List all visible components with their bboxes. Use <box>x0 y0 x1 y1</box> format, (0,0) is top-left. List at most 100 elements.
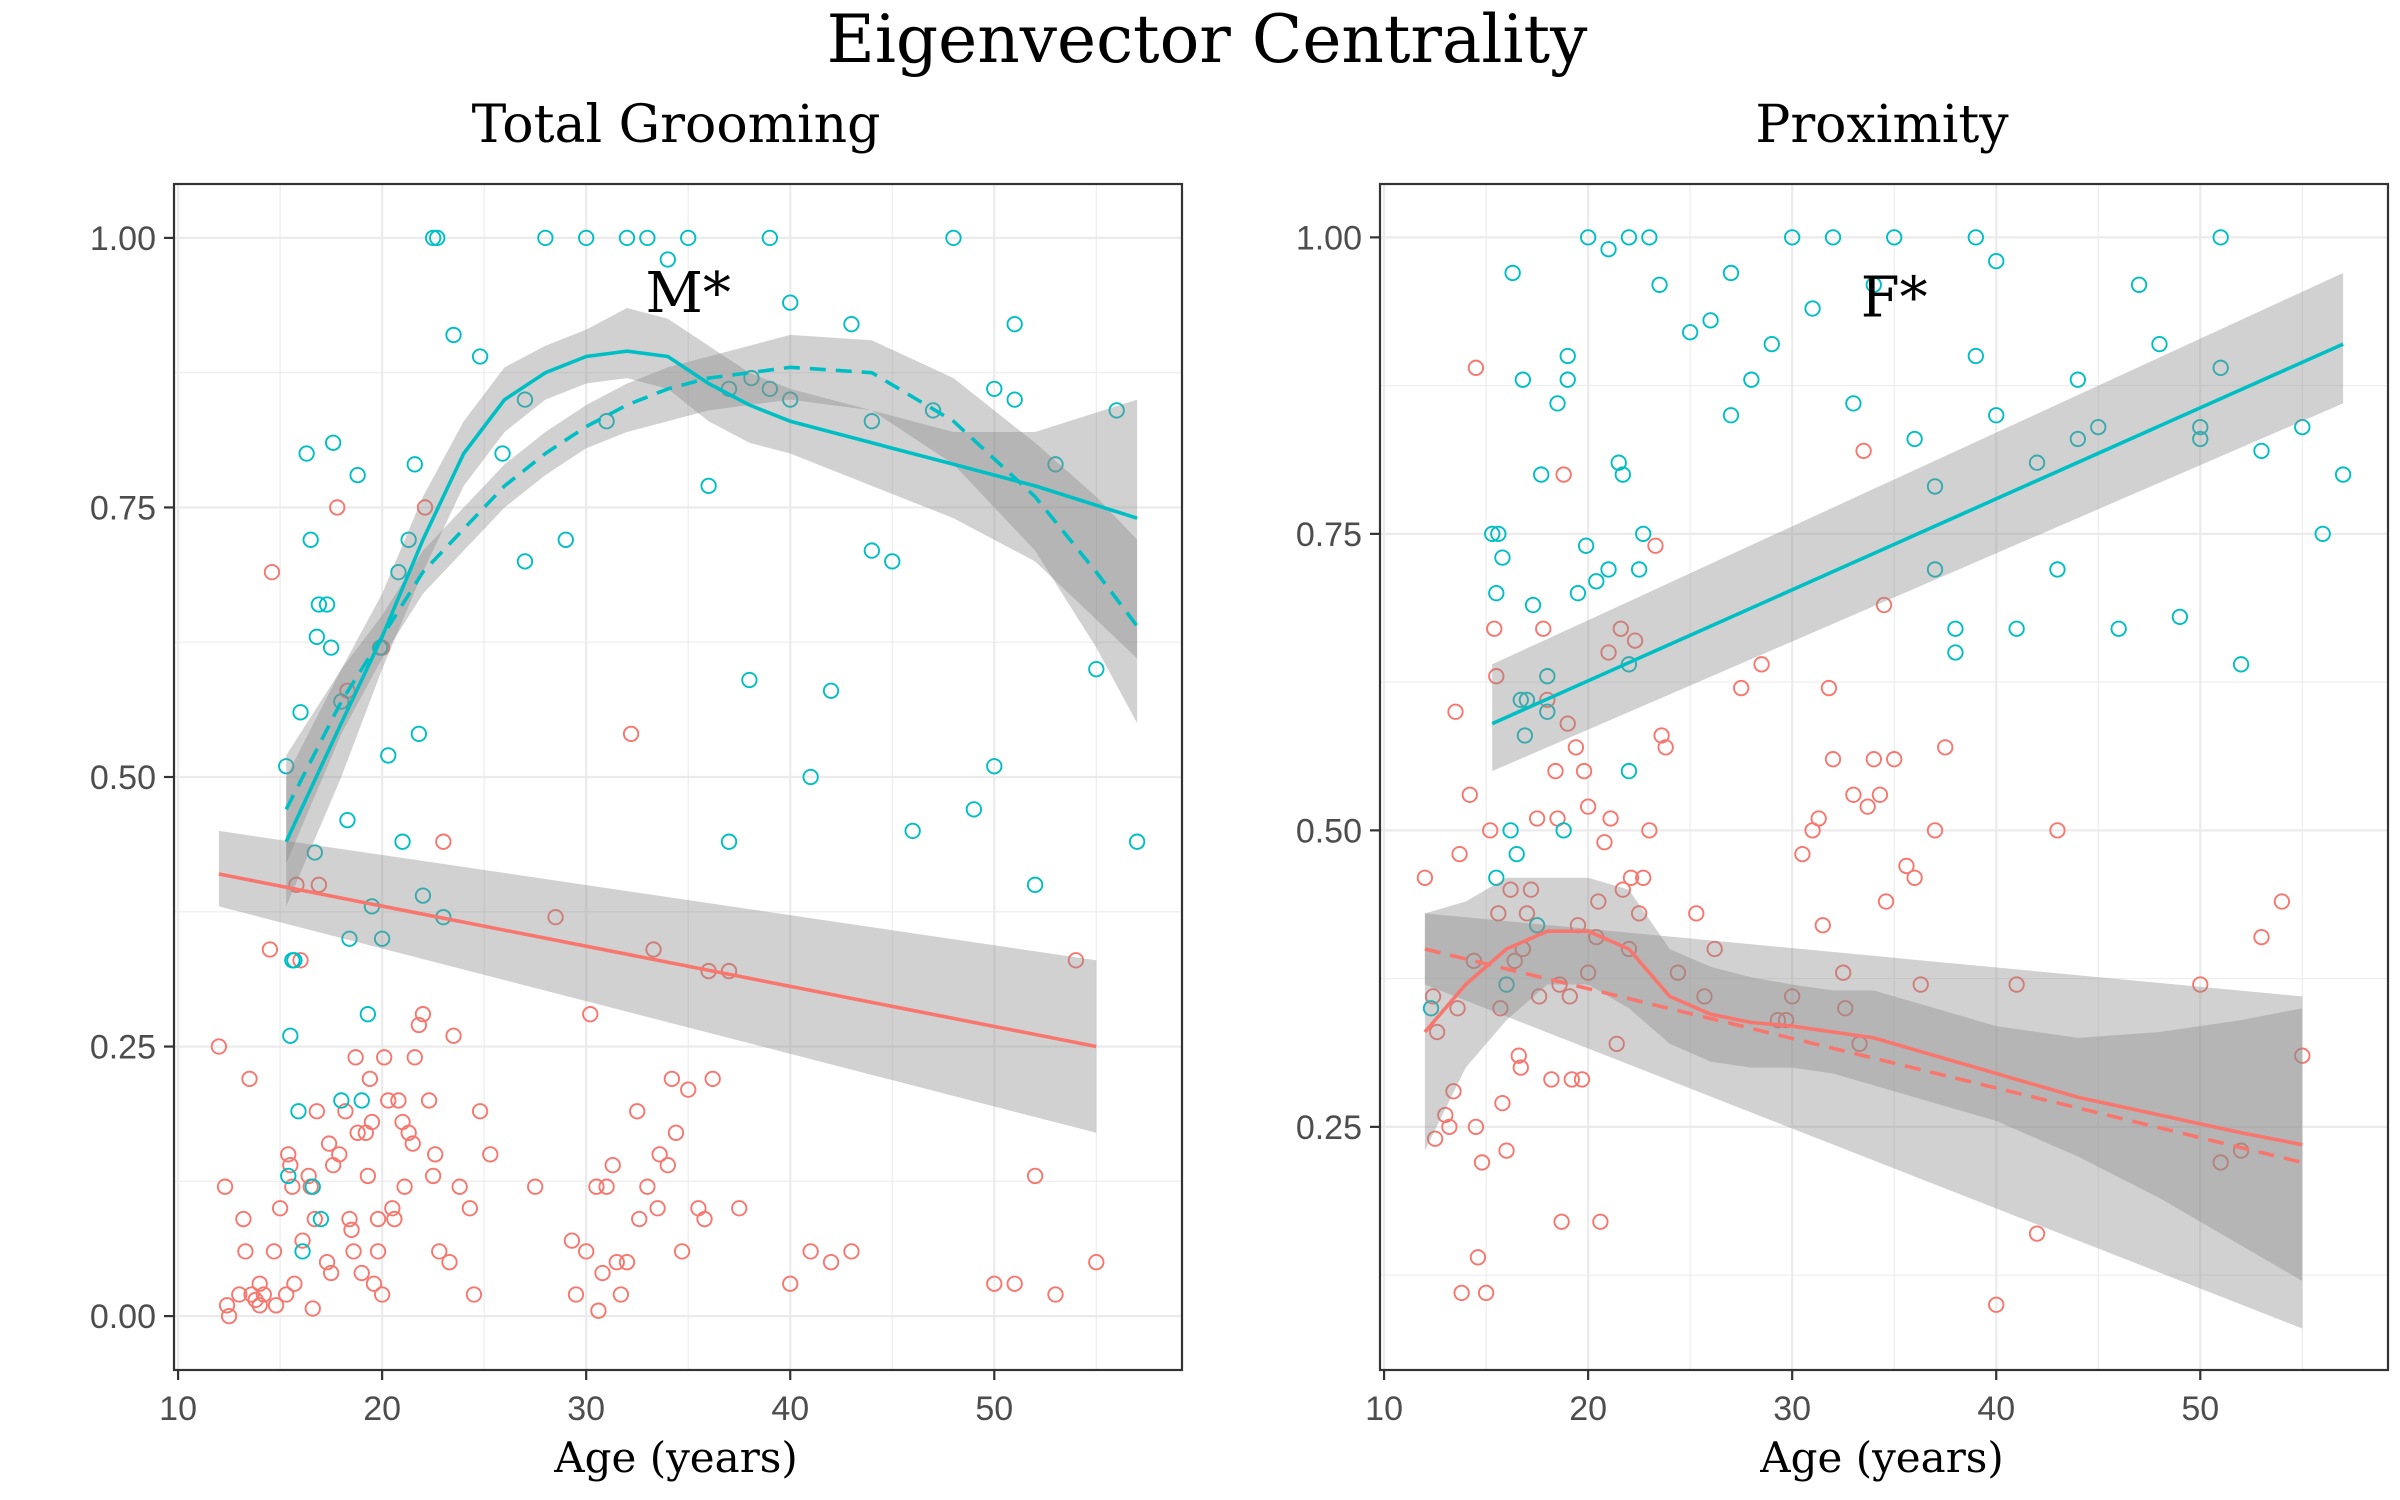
data-point-female <box>1653 727 1670 744</box>
data-point-female <box>1451 845 1468 863</box>
data-point-male <box>1926 478 1944 495</box>
data-point-male <box>1947 644 1964 661</box>
data-point-male <box>1967 347 1984 365</box>
data-point-female <box>1794 845 1811 863</box>
data-point-female <box>280 1146 297 1163</box>
data-point-female <box>604 1156 621 1174</box>
data-point-female <box>1482 822 1499 839</box>
data-point-female <box>1502 881 1519 898</box>
data-point-male <box>1886 229 1903 246</box>
data-point-male <box>1555 822 1572 839</box>
data-point-female <box>1561 988 1578 1005</box>
points <box>1416 229 2352 1313</box>
data-point-female <box>594 1264 611 1282</box>
data-point-female <box>247 1291 264 1309</box>
data-point-male <box>429 229 446 247</box>
data-point-male <box>1763 335 1780 353</box>
data-point-female <box>288 876 305 893</box>
data-point-female <box>406 1049 423 1066</box>
data-point-female <box>2008 976 2025 993</box>
data-point-female <box>1898 857 1915 875</box>
data-point-female <box>282 1156 299 1174</box>
data-point-female <box>1547 762 1564 780</box>
data-point-male <box>743 369 760 387</box>
data-point-male <box>516 553 534 570</box>
data-point-male <box>578 229 595 247</box>
data-point-female <box>1630 905 1648 922</box>
data-point-female <box>1469 1249 1487 1266</box>
data-point-female <box>435 833 452 850</box>
data-point-female <box>461 1200 479 1217</box>
data-point-female <box>582 1006 599 1023</box>
data-point-male <box>1528 917 1546 934</box>
data-point-female <box>294 1232 311 1249</box>
data-point-male <box>1488 869 1505 886</box>
data-point-male <box>349 466 366 484</box>
data-point-female <box>1453 1284 1470 1302</box>
data-point-female <box>1855 442 1872 459</box>
data-point-male <box>2008 620 2025 637</box>
data-point-female <box>304 1300 321 1317</box>
fit-line-male <box>284 349 1138 843</box>
data-point-male <box>1128 833 1146 850</box>
data-point-female <box>471 1103 489 1120</box>
data-point-male <box>1524 596 1542 614</box>
data-point-male <box>1490 525 1507 543</box>
data-point-male <box>1516 727 1534 744</box>
data-point-female <box>731 1200 748 1217</box>
data-point-female <box>1447 703 1464 720</box>
data-point-female <box>1886 751 1903 768</box>
data-point-male <box>298 445 315 462</box>
data-point-male <box>843 316 860 333</box>
data-point-female <box>380 1092 397 1109</box>
data-point-female <box>1579 964 1597 981</box>
data-point-female <box>251 1275 268 1292</box>
data-point-female <box>400 1124 417 1141</box>
data-point-male <box>1539 703 1556 720</box>
data-point-male <box>2069 430 2086 448</box>
data-point-male <box>1824 229 1842 246</box>
data-point-male <box>414 887 432 904</box>
data-point-male <box>2294 418 2311 436</box>
data-point-female <box>300 1167 317 1185</box>
data-point-female <box>329 499 346 516</box>
data-point-female <box>1567 739 1585 756</box>
data-point-female <box>2294 1047 2311 1064</box>
data-point-male <box>373 930 391 947</box>
data-point-male <box>2069 371 2086 388</box>
data-point-male <box>2090 418 2107 436</box>
data-point-female <box>1449 1000 1466 1017</box>
data-point-male <box>294 1243 311 1260</box>
data-point-female <box>220 1307 238 1325</box>
x-tick-label: 30 <box>1773 1390 1811 1428</box>
data-point-male <box>1559 347 1576 365</box>
data-point-male <box>2049 561 2066 578</box>
data-point-male <box>2028 454 2046 471</box>
data-point-male <box>2212 229 2229 246</box>
data-point-male <box>1635 525 1652 543</box>
data-point-male <box>1702 312 1719 329</box>
data-point-female <box>427 1146 444 1163</box>
data-point-male <box>424 229 442 247</box>
data-point-male <box>986 758 1003 775</box>
data-point-male <box>1600 561 1617 578</box>
data-point-male <box>2334 466 2352 483</box>
data-point-male <box>1579 229 1597 246</box>
data-point-female <box>1512 1059 1529 1076</box>
data-point-female <box>1555 466 1572 483</box>
data-point-male <box>1947 620 1964 637</box>
data-point-male <box>1906 430 1923 448</box>
data-point-female <box>986 1275 1003 1292</box>
data-point-male <box>1804 300 1821 317</box>
data-point-male <box>1569 585 1587 602</box>
data-point-female <box>1810 810 1827 827</box>
data-point-female <box>1769 1011 1787 1029</box>
data-point-male <box>802 768 819 786</box>
data-point-female <box>651 1146 668 1163</box>
data-point-male <box>659 251 676 268</box>
panel-border <box>1378 182 2390 1372</box>
data-point-male <box>341 930 358 947</box>
data-point-female <box>1006 1275 1023 1292</box>
data-point-female <box>1047 1286 1064 1303</box>
data-point-female <box>843 1243 860 1260</box>
